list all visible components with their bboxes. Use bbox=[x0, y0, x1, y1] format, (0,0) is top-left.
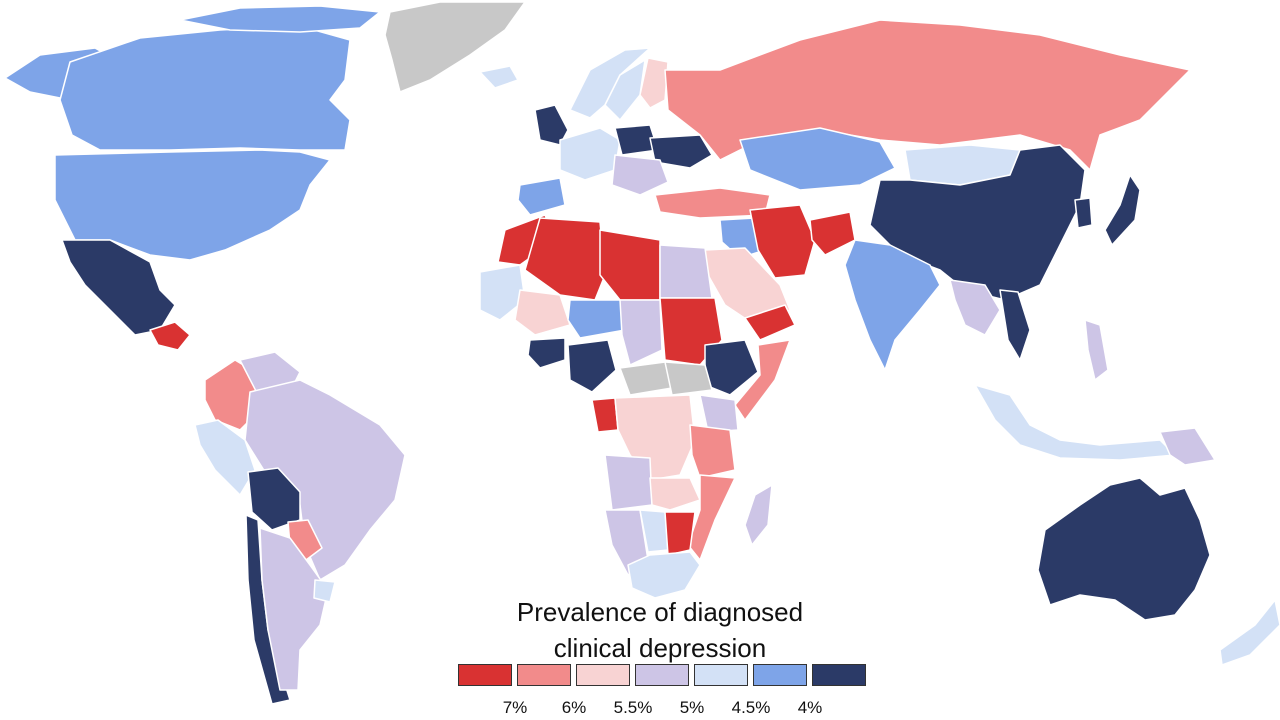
region-zambia bbox=[649, 477, 701, 511]
region-spain bbox=[517, 177, 566, 216]
region-central-african-republic bbox=[619, 361, 673, 396]
region-mali bbox=[514, 289, 571, 336]
legend-swatch bbox=[458, 664, 512, 686]
region-yemen bbox=[744, 304, 796, 341]
region-korea bbox=[1074, 197, 1093, 229]
region-western-europe bbox=[559, 127, 621, 181]
region-iran bbox=[749, 204, 816, 279]
legend-color-scale bbox=[458, 664, 870, 688]
region-central-europe bbox=[611, 154, 669, 196]
region-peru bbox=[194, 419, 256, 496]
region-niger bbox=[567, 299, 626, 339]
region-japan bbox=[1104, 174, 1141, 246]
region-vietnam bbox=[999, 289, 1031, 361]
region-kenya bbox=[699, 394, 739, 433]
legend-tick-label: 7% bbox=[502, 698, 528, 717]
region-norway bbox=[569, 47, 651, 119]
region-philippines bbox=[1084, 319, 1109, 381]
legend-title: Prevalence of diagnosed clinical depress… bbox=[440, 594, 880, 666]
region-nigeria bbox=[567, 339, 617, 393]
region-argentina bbox=[259, 527, 329, 691]
legend-swatch bbox=[576, 664, 630, 686]
legend-tick-label: 4.5% bbox=[731, 698, 771, 717]
region-tanzania bbox=[689, 424, 736, 479]
region-chad bbox=[619, 299, 663, 366]
legend-title-line-2: clinical depression bbox=[553, 633, 767, 663]
region-afghanistan bbox=[809, 211, 856, 256]
region-united-kingdom bbox=[534, 104, 569, 146]
region-chile bbox=[245, 514, 291, 705]
region-zimbabwe bbox=[664, 511, 696, 556]
region-kazakhstan bbox=[739, 127, 896, 191]
region-south-africa bbox=[627, 551, 701, 599]
legend-title-line-1: Prevalence of diagnosed bbox=[516, 597, 804, 627]
legend-swatch bbox=[635, 664, 689, 686]
legend-swatch bbox=[517, 664, 571, 686]
region-mozambique bbox=[687, 474, 736, 561]
region-sweden bbox=[604, 59, 646, 121]
region-gabon bbox=[591, 397, 619, 433]
region-central-america bbox=[149, 321, 191, 351]
region-egypt bbox=[659, 244, 713, 299]
region-madagascar bbox=[744, 484, 773, 546]
legend-swatch bbox=[812, 664, 866, 686]
region-somalia bbox=[734, 339, 791, 421]
region-south-sudan bbox=[664, 361, 713, 396]
region-west-africa bbox=[527, 337, 566, 369]
region-canada-arctic bbox=[179, 5, 381, 33]
region-algeria bbox=[524, 217, 606, 301]
region-mauritania bbox=[479, 264, 526, 321]
region-bolivia bbox=[247, 467, 301, 531]
legend-tick-label: 6% bbox=[561, 698, 587, 717]
region-southeast-asia bbox=[949, 279, 1001, 336]
region-uruguay bbox=[313, 579, 336, 603]
region-papua-new-guinea bbox=[1159, 427, 1216, 466]
region-ukraine bbox=[649, 134, 713, 169]
region-india bbox=[844, 239, 941, 371]
region-libya bbox=[599, 229, 661, 301]
region-new-zealand bbox=[1219, 599, 1280, 666]
region-iceland bbox=[479, 65, 519, 89]
region-canada bbox=[59, 25, 351, 151]
legend-tick-label: 5.5% bbox=[613, 698, 653, 717]
legend-swatch bbox=[694, 664, 748, 686]
legend-swatch bbox=[753, 664, 807, 686]
region-greenland bbox=[384, 1, 526, 93]
legend-tick-label: 4% bbox=[797, 698, 823, 717]
legend-tick-label: 5% bbox=[679, 698, 705, 717]
region-angola bbox=[604, 454, 653, 511]
region-australia bbox=[1037, 477, 1211, 621]
region-indonesia bbox=[974, 384, 1176, 461]
